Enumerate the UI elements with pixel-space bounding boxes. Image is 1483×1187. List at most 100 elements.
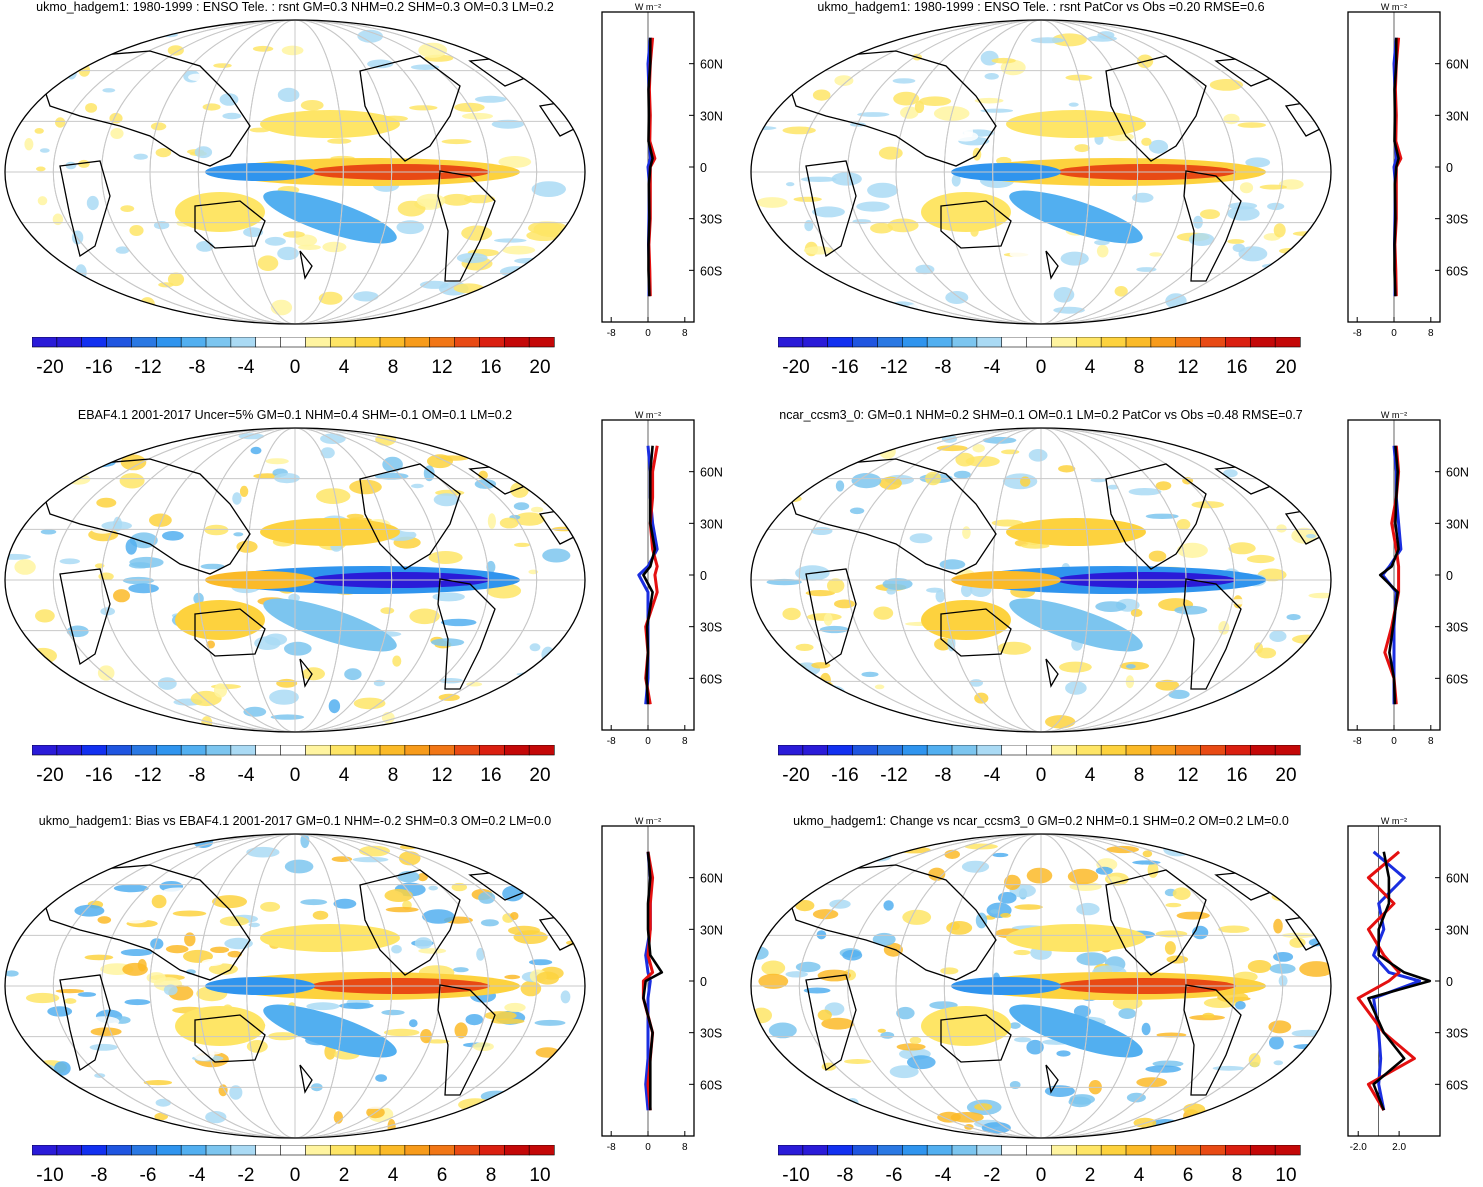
field-patch	[39, 685, 69, 696]
field-patch	[972, 444, 985, 453]
field-patch	[1164, 941, 1176, 955]
field-patch	[409, 1019, 418, 1028]
field-patch	[907, 1055, 936, 1070]
zonal-x-label: 0	[645, 1142, 651, 1153]
field-patch	[952, 131, 979, 142]
field-patch	[37, 196, 48, 206]
colorbar-swatch	[305, 1145, 331, 1156]
field-patch	[24, 138, 34, 151]
colorbar-swatch	[404, 745, 431, 756]
field-patch	[778, 1092, 796, 1098]
colorbar-swatch	[827, 1145, 854, 1156]
coastline	[1105, 869, 1207, 976]
field-patch	[914, 100, 925, 114]
colorbar-swatch	[180, 337, 207, 348]
zonal-lat-label: 30S	[700, 213, 722, 227]
field-patch	[930, 281, 954, 292]
field-patch	[856, 201, 890, 212]
colorbar-swatch	[1100, 745, 1127, 756]
field-patch	[1018, 958, 1028, 971]
colorbar-swatch	[305, 745, 331, 756]
field-patch	[441, 193, 472, 206]
field-patch	[322, 241, 347, 253]
field-patch	[34, 694, 65, 705]
field-patch	[420, 1029, 433, 1044]
colorbar-swatch	[877, 745, 903, 756]
field-patch	[90, 1027, 122, 1036]
field-patch	[504, 974, 521, 980]
field-patch	[951, 174, 961, 187]
field-patch	[150, 938, 164, 950]
field-patch	[1076, 952, 1107, 966]
field-patch	[761, 960, 786, 976]
field-patch	[991, 519, 1024, 527]
field-patch	[793, 196, 822, 202]
zonal-lat-label: 0	[700, 161, 707, 175]
field-patch	[352, 856, 389, 863]
field-patch	[1291, 1077, 1308, 1083]
field-patch	[552, 282, 585, 289]
colorbar-swatch	[503, 745, 530, 756]
field-map	[750, 427, 1332, 733]
colorbar-swatch	[1125, 745, 1152, 756]
field-patch	[27, 440, 59, 447]
field-patch	[929, 1001, 958, 1010]
field-patch	[1051, 33, 1087, 47]
colorbar-swatch	[802, 745, 829, 756]
field-patch	[796, 1117, 819, 1123]
zonal-series-obs	[1372, 850, 1422, 1111]
field-patch	[756, 197, 788, 208]
field-patch	[1247, 36, 1260, 45]
field-patch	[353, 697, 386, 710]
field-map	[750, 833, 1332, 1139]
field-patch	[155, 148, 172, 158]
field-patch	[1172, 887, 1191, 900]
field-patch	[146, 972, 166, 984]
field-patch	[1166, 955, 1189, 964]
field-patch	[786, 182, 795, 187]
panel-title: EBAF4.1 2001-2017 Uncer=5% GM=0.1 NHM=0.…	[77, 408, 513, 422]
colorbar-tick-label: 0	[290, 1165, 301, 1186]
colorbar-tick-label: 0	[290, 765, 301, 786]
colorbar-swatch	[56, 337, 83, 348]
field-patch	[264, 633, 288, 646]
field-patch	[1155, 930, 1188, 938]
zonal-unit-label: W m⁻²	[635, 410, 661, 420]
field-patch	[388, 138, 416, 150]
field-patch	[504, 1002, 526, 1013]
field-patch	[1001, 449, 1020, 455]
field-patch	[1291, 1029, 1325, 1038]
coastline	[785, 458, 997, 575]
zonal-lat-label: 60S	[1446, 264, 1468, 278]
field-patch	[1239, 182, 1254, 194]
field-patch	[1212, 1065, 1245, 1071]
field-patch	[533, 700, 565, 710]
field-patch	[440, 618, 477, 627]
colorbar-swatch	[180, 745, 207, 756]
coastline	[194, 1014, 266, 1063]
field-patch	[975, 912, 988, 929]
colorbar-swatch	[976, 1145, 1003, 1156]
colorbar-swatch	[404, 337, 431, 348]
zonal-lat-label: 60N	[1446, 58, 1469, 72]
coastline	[805, 974, 857, 1072]
field-patch	[1292, 893, 1315, 901]
field-patch	[36, 166, 46, 172]
field-patch	[982, 436, 1017, 444]
field-patch	[113, 884, 149, 893]
coastline	[1045, 658, 1059, 688]
map-outline	[750, 19, 1332, 325]
field-patch	[775, 860, 790, 872]
zonal-lat-label: 30N	[700, 923, 723, 937]
field-patch	[1014, 1037, 1032, 1043]
field-patch	[852, 219, 871, 224]
colorbar-swatch	[429, 1145, 456, 1156]
field-patch	[1089, 678, 1103, 690]
field-patch	[768, 1022, 797, 1039]
field-patch	[484, 1011, 517, 1021]
field-patch	[879, 444, 896, 459]
meridian-line	[847, 428, 1235, 732]
field-patch	[328, 699, 341, 714]
colorbar-swatch	[479, 1145, 505, 1156]
map-outline	[750, 833, 1332, 1139]
